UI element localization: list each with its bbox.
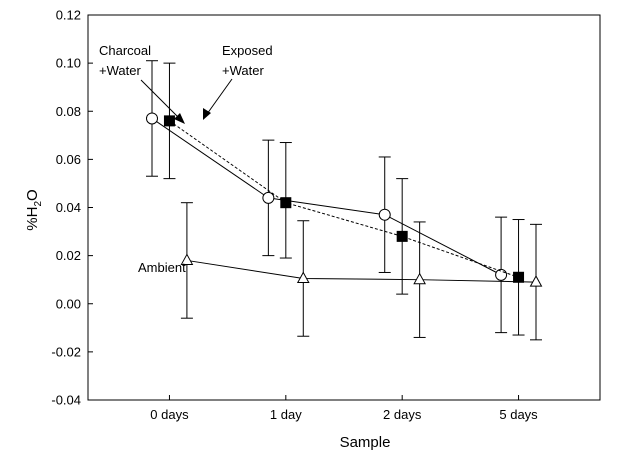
annotation-exposed-line1: Exposed — [222, 43, 273, 58]
x-axis: 0 days 1 day 2 days 5 days — [150, 395, 538, 422]
y-axis-title-main: %H — [24, 207, 41, 231]
series-2 — [180, 202, 543, 341]
series-1 — [163, 62, 525, 336]
data-point — [163, 115, 175, 127]
annotation-arrowhead-charcoal — [174, 113, 185, 124]
annotation-exposed-line2: +Water — [222, 63, 264, 78]
series-line — [186, 259, 537, 283]
data-point — [396, 230, 408, 242]
series-0 — [146, 60, 508, 334]
data-point — [529, 275, 543, 287]
data-point — [280, 197, 292, 209]
y-axis-title-sub: 2 — [33, 201, 44, 207]
y-axis-title-tail: O — [24, 189, 41, 201]
y-tick-label: -0.02 — [51, 344, 81, 359]
y-tick-label: 0.06 — [56, 152, 81, 167]
y-tick-label: 0.02 — [56, 248, 81, 263]
annotations: Charcoal +Water Exposed +Water Ambient — [99, 43, 273, 275]
series-layer — [146, 60, 543, 341]
series-line — [151, 118, 502, 276]
x-axis-title: Sample — [340, 434, 391, 451]
x-tick-label: 2 days — [383, 407, 422, 422]
y-tick-label: 0.10 — [56, 56, 81, 71]
data-point — [495, 268, 508, 281]
y-tick-label: 0.12 — [56, 8, 81, 23]
series-line — [169, 120, 519, 278]
data-point — [180, 253, 194, 265]
x-tick-label: 0 days — [150, 407, 189, 422]
plot-frame — [87, 14, 601, 401]
data-point — [413, 272, 426, 285]
annotation-arrow-exposed — [206, 78, 233, 115]
data-point — [296, 271, 310, 283]
annotation-charcoal-line1: Charcoal — [99, 43, 151, 58]
annotation-ambient: Ambient — [138, 260, 186, 275]
y-axis-title: %H2O — [24, 189, 44, 230]
y-tick-label: -0.04 — [51, 393, 81, 408]
plot-border — [87, 14, 601, 401]
y-tick-label: 0.00 — [56, 296, 81, 311]
annotation-arrowhead-exposed — [203, 108, 211, 120]
y-tick-label: 0.08 — [56, 104, 81, 119]
data-point — [513, 271, 525, 283]
y-axis: -0.04 -0.02 0.00 0.02 0.04 0.06 0.08 0.10 0.12 — [51, 8, 93, 408]
data-point — [262, 191, 275, 204]
data-point — [146, 112, 158, 125]
x-tick-label: 1 day — [270, 407, 302, 422]
data-point — [378, 208, 391, 221]
annotation-charcoal-line2: +Water — [99, 63, 141, 78]
annotation-arrow-charcoal — [140, 79, 181, 120]
x-tick-label: 5 days — [499, 407, 538, 422]
y-tick-label: 0.04 — [56, 200, 81, 215]
